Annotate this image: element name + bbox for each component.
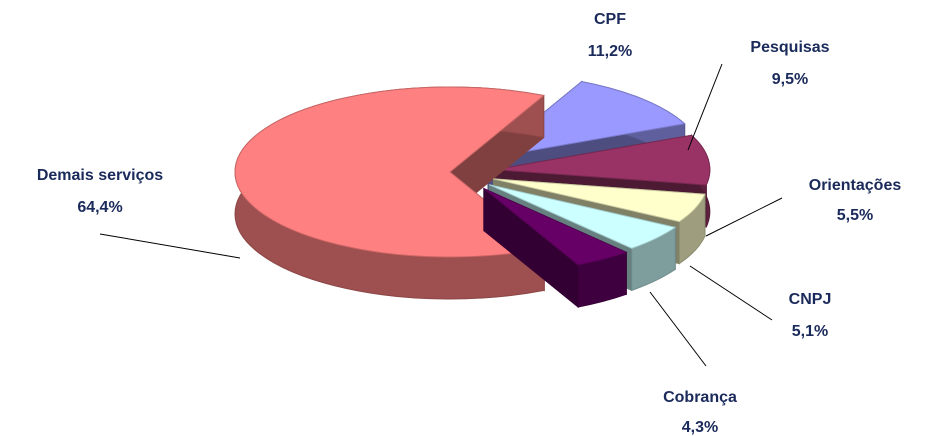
value-label: 11,2% (588, 43, 632, 60)
slice-label: Demais serviços (37, 167, 163, 184)
value-label: 9,5% (772, 71, 808, 88)
labels: Demais serviços 64,4% CPF 11,2% Pesquisas 9,5… (37, 11, 902, 436)
slice (493, 178, 706, 223)
value-label: 5,5% (837, 207, 873, 224)
value-label: 64,4% (77, 199, 122, 216)
slice-label: CNPJ (789, 291, 832, 308)
leader-line (649, 291, 707, 367)
slice-label: Orientações (809, 177, 902, 194)
pie (234, 80, 711, 309)
slice (494, 134, 711, 186)
leader-line (99, 233, 241, 259)
value-label: 4,3% (682, 419, 718, 436)
slice (483, 188, 628, 266)
slice (489, 184, 677, 249)
leader-line (689, 265, 773, 321)
leader-line (705, 197, 783, 237)
leader-line (687, 63, 723, 151)
slice-label: Cobrança (663, 389, 737, 406)
slice-label: CPF (594, 11, 626, 28)
slice-label: Pesquisas (750, 39, 829, 56)
slice (234, 86, 546, 258)
value-label: 5,1% (792, 323, 828, 340)
